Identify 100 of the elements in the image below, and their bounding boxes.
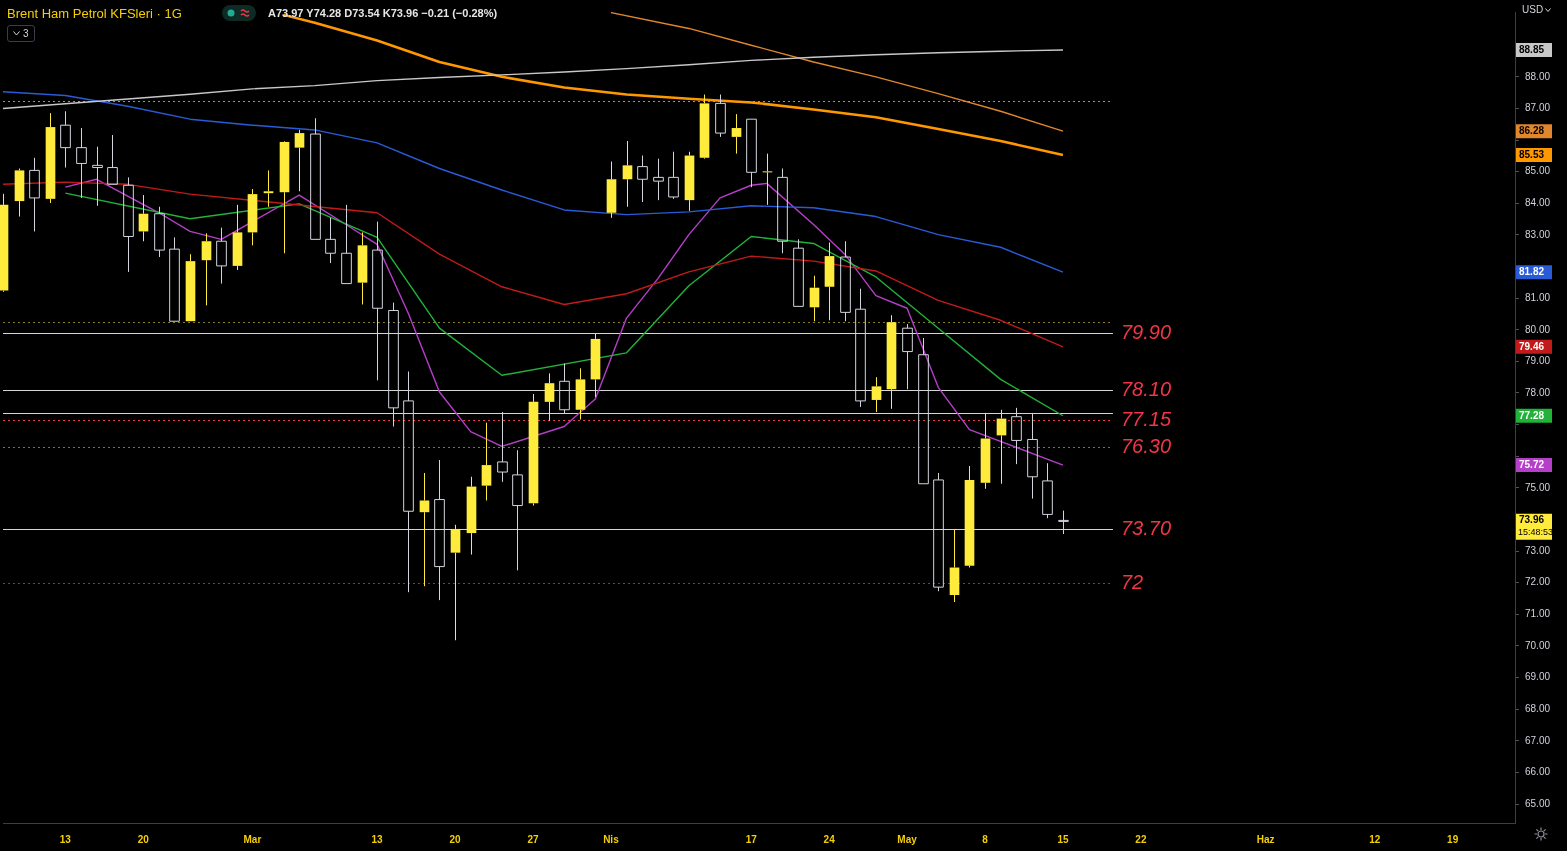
y-tick-label: 75.00 [1525,481,1551,493]
candlestick [746,118,757,188]
text: 73.96 [1519,514,1545,526]
y-tick-label: 73.00 [1525,544,1551,556]
x-tick-label: 22 [1135,833,1147,845]
x-tick-label: 13 [371,833,384,845]
y-tick-label: 72.00 [1525,576,1551,588]
y-tick-label: 84.00 [1525,197,1551,209]
candlestick [668,151,679,200]
candlestick [653,158,664,201]
x-tick-label: Haz [1256,833,1275,845]
x-tick-label: 27 [527,833,539,845]
y-tick-label: 70.00 [1525,639,1551,651]
candlestick [871,376,882,413]
text: 81.82 [1519,265,1545,277]
candlestick [60,110,71,169]
text: 75.72 [1519,458,1545,470]
y-tick-label: 68.00 [1525,702,1551,714]
ref-line-label: 76.30 [1120,435,1172,458]
candlestick [575,367,586,421]
x-tick-label: 17 [745,833,758,845]
candlestick [466,476,477,556]
candlestick [169,236,180,322]
candlestick [92,146,103,207]
candlestick [1042,462,1053,519]
candlestick [294,129,305,192]
candlestick [201,232,212,306]
y-tick-label: 78.00 [1525,386,1551,398]
candlestick [14,168,25,218]
candlestick [263,169,274,208]
candlestick [185,253,196,322]
candlestick [45,112,56,204]
x-tick-label: 19 [1447,833,1459,845]
y-tick-label: 67.00 [1525,734,1551,746]
y-tick-label: 85.00 [1525,165,1551,177]
x-tick-label: 24 [823,833,836,845]
y-tick-label: 88.00 [1525,70,1551,82]
x-tick-label: 20 [449,833,462,845]
candlestick [731,113,742,155]
candlestick [528,393,539,507]
candlestick [964,465,975,569]
text: USD [1522,4,1544,15]
candlestick [0,193,9,291]
candlestick [29,157,40,232]
candlestick [419,472,430,587]
x-tick-label: 8 [982,833,989,845]
candlestick [544,372,555,422]
text: 88.85 [1519,43,1545,55]
candlestick [279,141,290,254]
text: 85.53 [1519,148,1545,160]
x-tick-label: Nis [603,833,620,845]
candlestick [123,176,134,273]
candlestick [684,151,695,212]
candlestick [637,155,648,203]
candlestick [247,188,258,246]
x-tick-label: 20 [137,833,150,845]
ref-line-label: 73.70 [1120,517,1172,540]
y-tick-label: 81.00 [1525,291,1551,303]
candlestick [699,94,710,158]
y-tick-label: 66.00 [1525,766,1551,778]
candlestick [590,333,601,398]
chart-subtitle: A73.97 Y74.28 D73.54 K73.96 −0.21 (−0.28%) [268,7,498,19]
ref-line-label: 79.90 [1120,321,1172,344]
candlestick [341,204,352,285]
ref-line-label: 72 [1120,571,1144,594]
candlestick [777,168,788,254]
candlestick [762,153,773,206]
x-tick-label: May [897,833,918,845]
candlestick [793,238,804,307]
candlestick [824,242,835,321]
candlestick [980,412,991,490]
candlestick [107,134,118,185]
candlestick [450,524,461,641]
y-tick-label: 83.00 [1525,228,1551,240]
y-tick-label: 87.00 [1525,102,1551,114]
y-tick-label: 65.00 [1525,797,1551,809]
candlestick [310,117,321,240]
text: 79.46 [1519,340,1545,352]
candlestick [481,422,492,501]
candlestick [886,314,897,410]
text: 77.28 [1519,409,1545,421]
candlestick [622,140,633,208]
text: 15:48:53 [1518,527,1554,538]
y-tick-label: 80.00 [1525,323,1551,335]
ref-line-label: 78.10 [1120,378,1172,401]
x-tick-label: 13 [59,833,72,845]
x-tick-label: Mar [243,833,262,845]
y-tick-label: 79.00 [1525,355,1551,367]
candlestick [357,231,368,305]
candlestick [76,127,87,199]
candlestick [840,240,851,322]
x-tick-label: 15 [1057,833,1069,845]
candlestick [949,529,960,603]
chart-title: Brent Ham Petrol KFSleri · 1G [7,6,182,21]
candlestick [325,217,336,264]
y-tick-label: 71.00 [1525,608,1551,620]
candlestick [809,275,820,322]
ref-line-label: 77.15 [1120,408,1172,431]
annotation: 3 [23,28,29,39]
x-tick-label: 12 [1369,833,1381,845]
